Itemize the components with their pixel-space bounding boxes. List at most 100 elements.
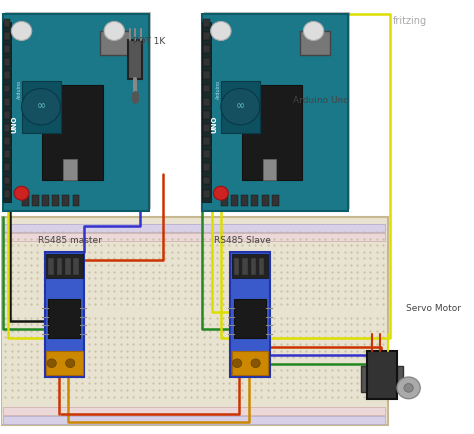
Bar [231,195,238,206]
Bar [397,366,402,392]
Bar [128,39,142,79]
Bar [21,195,28,206]
Bar [263,158,276,180]
Circle shape [104,21,125,40]
Bar [242,85,302,180]
Bar [57,258,63,276]
Bar [63,158,77,180]
Bar [52,195,59,206]
Text: RS485 master: RS485 master [38,237,101,246]
Bar [203,177,210,184]
Bar [32,195,39,206]
Text: ∞: ∞ [36,102,46,112]
Circle shape [47,359,56,368]
Circle shape [65,359,75,368]
Bar [4,32,10,40]
Bar [42,85,103,180]
Bar [221,195,228,206]
Bar [203,124,210,132]
Bar [367,351,397,399]
Bar [3,233,385,241]
Bar [300,31,330,55]
Text: UNO: UNO [211,115,217,133]
Text: UNO: UNO [11,115,18,133]
Circle shape [11,21,32,40]
Bar [204,12,350,209]
Bar [272,195,279,206]
Bar [203,32,210,40]
Bar [203,72,210,79]
Circle shape [14,186,29,200]
Bar [203,111,210,118]
Bar [46,254,83,278]
Circle shape [397,377,420,399]
Bar [46,351,83,375]
Bar [241,195,248,206]
Bar [3,14,149,210]
Bar [73,195,80,206]
Bar [361,366,367,392]
Bar [3,22,11,202]
Bar [4,137,10,145]
Bar [230,252,270,377]
Bar [3,416,385,424]
Bar [203,58,210,66]
Circle shape [232,359,242,368]
Bar [4,45,10,53]
Bar [203,190,210,197]
Bar [251,258,256,276]
Bar [202,22,210,202]
Bar [242,258,248,276]
Bar [5,12,151,209]
Bar [4,19,10,26]
Bar [4,177,10,184]
Bar [3,224,385,232]
Bar [234,258,239,276]
Bar [203,164,210,171]
Text: Arduino: Arduino [17,80,22,99]
Text: Arduino Uno: Arduino Uno [293,96,348,105]
Bar [100,31,130,55]
Text: fritzing: fritzing [392,16,427,26]
Bar [4,98,10,105]
Circle shape [303,21,324,40]
Bar [262,195,269,206]
Text: Servo Motor: Servo Motor [406,303,461,312]
Bar [42,195,49,206]
Bar [4,111,10,118]
Circle shape [210,21,231,40]
Circle shape [221,89,260,125]
Bar [203,85,210,92]
Bar [221,81,260,133]
Circle shape [251,359,260,368]
Bar [259,258,264,276]
Bar [4,164,10,171]
Bar [203,150,210,158]
Bar [48,258,54,276]
Bar [231,254,268,278]
Bar [65,258,71,276]
Bar [21,81,61,133]
Text: ∞: ∞ [236,102,245,112]
Bar [4,72,10,79]
Text: RS485 Slave: RS485 Slave [214,237,271,246]
Bar [203,19,210,26]
Circle shape [21,89,61,125]
Bar [3,408,385,415]
Bar [0,217,388,424]
Bar [4,85,10,92]
Text: Arduino: Arduino [216,80,221,99]
Bar [48,299,81,338]
Text: POT 1K: POT 1K [133,37,165,46]
Bar [252,195,258,206]
Bar [203,45,210,53]
Bar [231,351,268,375]
Bar [4,150,10,158]
Bar [203,98,210,105]
Bar [73,258,79,276]
Bar [4,58,10,66]
Bar [203,137,210,145]
Bar [63,195,69,206]
Bar [4,190,10,197]
Circle shape [213,186,228,200]
